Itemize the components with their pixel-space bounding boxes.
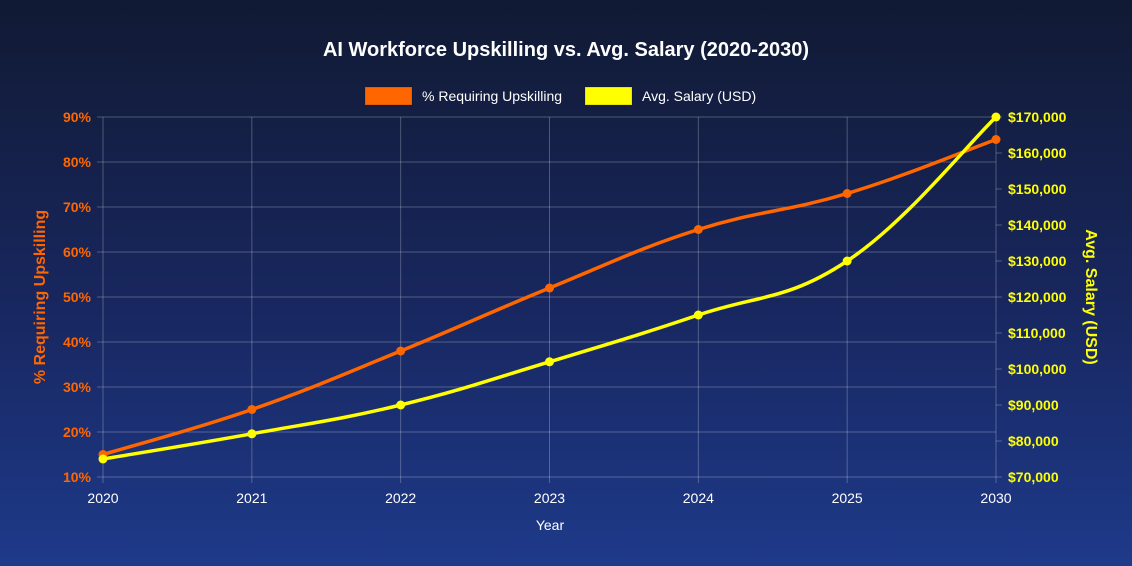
x-tick-label: 2022 <box>385 490 416 506</box>
y-right-tick-label: $120,000 <box>1008 289 1067 305</box>
grid <box>97 116 997 483</box>
y-left-tick-label: 70% <box>63 199 92 215</box>
series-salary <box>98 112 1001 464</box>
data-point <box>991 112 1001 122</box>
data-point <box>991 135 1001 144</box>
data-point <box>693 225 703 234</box>
x-tick-label: 2030 <box>980 490 1011 506</box>
data-point <box>247 429 257 439</box>
data-point <box>693 310 703 320</box>
series <box>98 112 1001 464</box>
y-right-tick-label: $70,000 <box>1008 469 1059 485</box>
y-right-tick-label: $80,000 <box>1008 433 1059 449</box>
y-left-tick-label: 90% <box>63 109 92 125</box>
chart-title: AI Workforce Upskilling vs. Avg. Salary … <box>323 39 809 61</box>
legend-swatch <box>584 86 633 106</box>
legend: % Requiring Upskilling Avg. Salary (USD) <box>364 86 756 106</box>
y-right-tick-label: $130,000 <box>1008 253 1067 269</box>
y-right-tick-label: $160,000 <box>1008 145 1067 161</box>
x-tick-label: 2025 <box>832 490 863 506</box>
y-left-tick-label: 50% <box>63 289 92 305</box>
data-point <box>545 283 554 293</box>
y-right-tick-label: $150,000 <box>1008 181 1067 197</box>
y-right-tick-label: $110,000 <box>1008 325 1066 341</box>
data-point <box>98 454 108 464</box>
y-right-tick-label: $170,000 <box>1008 109 1067 125</box>
x-tick-label: 2020 <box>87 490 118 506</box>
data-point <box>842 189 852 198</box>
axes: 10% 20% 30% 40% 50% 60% 70% 80% 90% $70,000 $80,00… <box>63 109 1067 506</box>
y-right-axis-label: Avg. Salary (USD) <box>1082 229 1099 364</box>
y-left-tick-label: 60% <box>63 244 92 260</box>
y-left-tick-label: 80% <box>63 154 92 170</box>
y-left-tick-label: 10% <box>63 469 92 485</box>
y-right-tick-label: $100,000 <box>1008 361 1067 377</box>
y-left-tick-label: 30% <box>63 379 92 395</box>
data-point <box>396 400 406 410</box>
data-point <box>247 405 257 414</box>
data-point <box>545 357 554 367</box>
y-left-tick-label: 20% <box>63 424 92 440</box>
legend-label: Avg. Salary (USD) <box>642 88 756 104</box>
y-left-tick-label: 40% <box>63 334 92 350</box>
y-left-axis-label: % Requiring Upskilling <box>32 210 49 384</box>
legend-label: % Requiring Upskilling <box>422 88 562 104</box>
x-axis-label: Year <box>536 517 565 533</box>
x-tick-label: 2024 <box>683 490 714 506</box>
x-tick-label: 2023 <box>534 490 565 506</box>
y-right-tick-label: $90,000 <box>1008 397 1059 413</box>
data-point <box>396 346 406 356</box>
x-tick-label: 2021 <box>236 490 267 506</box>
y-right-tick-label: $140,000 <box>1008 217 1067 233</box>
data-point <box>842 256 852 266</box>
legend-swatch <box>364 86 413 106</box>
